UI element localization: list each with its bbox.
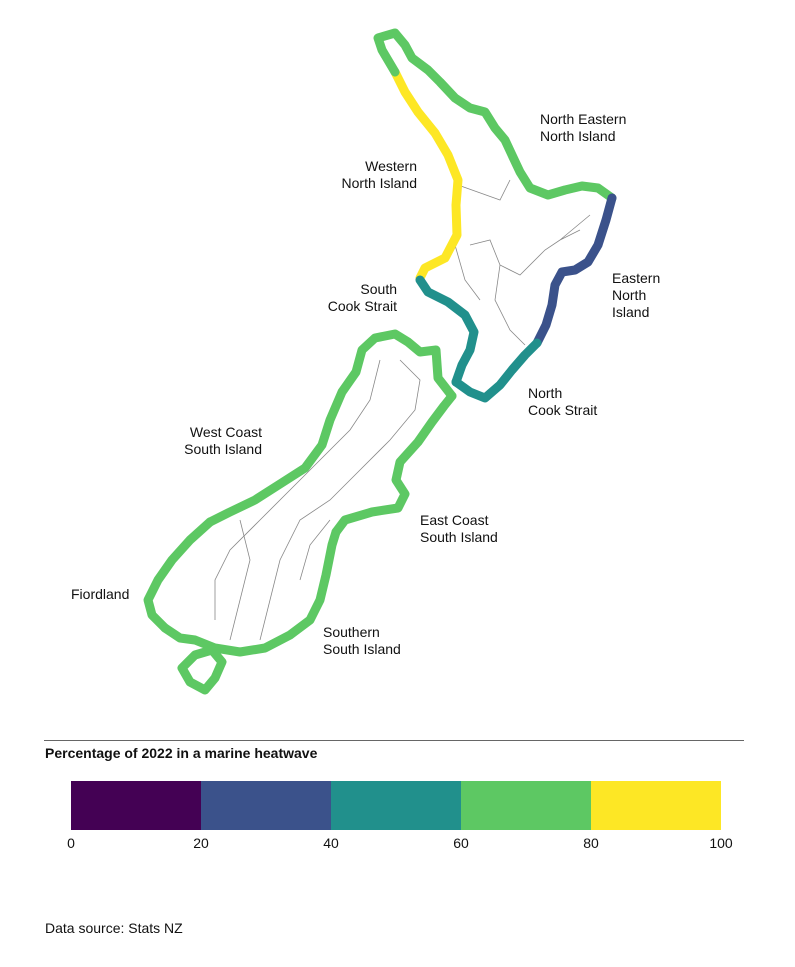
coast-north-cook-strait	[451, 338, 542, 403]
legend-tick: 40	[323, 835, 339, 851]
label-fiordland: Fiordland	[71, 586, 130, 602]
data-source: Data source: Stats NZ	[45, 920, 183, 936]
coast-north-eastern-north-island	[373, 28, 617, 203]
legend-swatch-60-80	[461, 781, 591, 830]
legend-tick: 80	[583, 835, 599, 851]
label-east-coast-south-island: East Coast South Island	[420, 512, 498, 545]
coast-fiordland	[143, 517, 215, 633]
legend-tick: 20	[193, 835, 209, 851]
coast-east-coast-south-island	[331, 391, 457, 537]
coast-southern-south-island	[160, 527, 341, 657]
legend-divider	[44, 740, 744, 741]
coast-western-north-island	[390, 67, 463, 283]
legend-swatch-80-100	[591, 781, 721, 830]
coast-south-cook-strait	[415, 275, 479, 387]
legend-color-bar	[71, 781, 721, 830]
label-north-eastern-north-island: North Eastern North Island	[540, 111, 627, 144]
label-southern-south-island: Southern South Island	[323, 624, 401, 657]
legend-swatch-20-40	[201, 781, 331, 830]
legend-swatch-0-20	[71, 781, 201, 830]
label-west-coast-south-island: West Coast South Island	[184, 424, 262, 457]
region-boundaries	[214, 179, 591, 641]
label-north-cook-strait: North Cook Strait	[528, 385, 598, 418]
nz-coastline-map	[143, 28, 617, 695]
coast-west-coast-south-island	[205, 329, 457, 527]
legend-tick: 100	[709, 835, 733, 851]
legend-tick: 60	[453, 835, 469, 851]
label-eastern-north-island: Eastern North Island	[612, 270, 661, 320]
label-south-cook-strait: South Cook Strait	[327, 281, 397, 314]
legend-title: Percentage of 2022 in a marine heatwave	[45, 745, 318, 761]
stewart-island-coast	[177, 645, 227, 695]
coast-eastern-north-island	[532, 193, 617, 348]
legend-tick: 0	[67, 835, 75, 851]
label-western-north-island: Western North Island	[341, 158, 417, 191]
legend-swatch-40-60	[331, 781, 461, 830]
